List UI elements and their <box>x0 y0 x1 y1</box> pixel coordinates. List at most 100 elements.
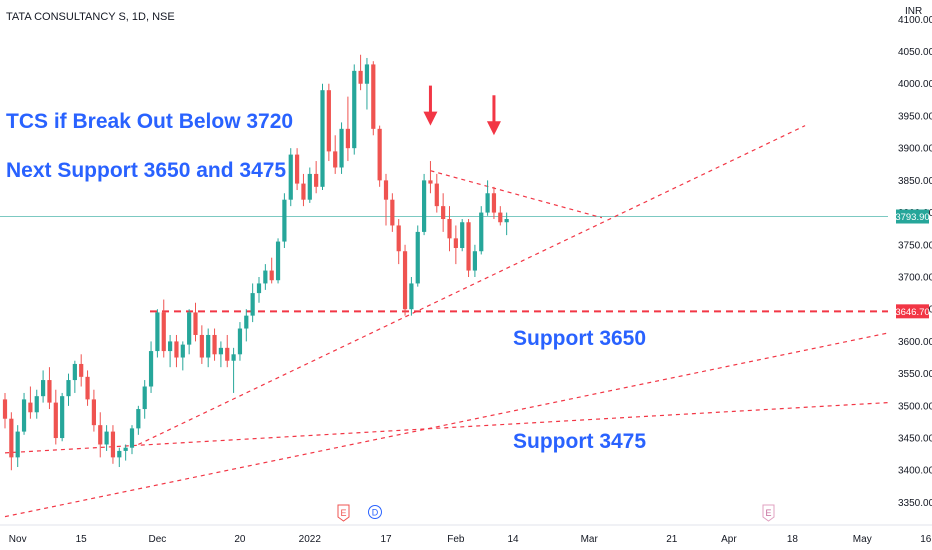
candle[interactable] <box>206 328 211 368</box>
candle[interactable] <box>390 193 395 232</box>
candle[interactable] <box>66 373 71 406</box>
candle[interactable] <box>123 444 128 461</box>
candle[interactable] <box>155 309 160 358</box>
candle-body <box>66 380 71 397</box>
candle-body <box>225 347 230 361</box>
candle[interactable] <box>314 161 319 194</box>
candle[interactable] <box>352 64 357 155</box>
candle[interactable] <box>161 299 166 358</box>
candle[interactable] <box>117 447 122 468</box>
candle[interactable] <box>47 367 52 410</box>
candle[interactable] <box>28 386 33 419</box>
candle[interactable] <box>110 425 116 464</box>
candle[interactable] <box>91 389 96 432</box>
candle[interactable] <box>358 54 363 91</box>
candle[interactable] <box>98 412 103 458</box>
date-axis[interactable]: Nov 15 Dec 20 2022 17 Feb 14 Mar 21 Apr 18 May 16 <box>0 524 932 545</box>
main-rising-trendline <box>138 125 806 446</box>
candle[interactable] <box>383 173 389 226</box>
candle[interactable] <box>345 96 350 162</box>
candle[interactable] <box>307 167 312 203</box>
candle-body <box>269 270 274 281</box>
candle[interactable] <box>104 425 109 451</box>
candle[interactable] <box>447 206 452 252</box>
candle[interactable] <box>396 219 401 265</box>
candle[interactable] <box>441 193 446 232</box>
candle[interactable] <box>218 341 223 368</box>
candle-body <box>383 180 389 200</box>
candle[interactable] <box>237 322 243 361</box>
candle[interactable] <box>136 405 141 435</box>
candle[interactable] <box>193 302 198 342</box>
candle[interactable] <box>256 276 262 303</box>
candle[interactable] <box>212 328 217 361</box>
candle[interactable] <box>21 392 27 435</box>
candle[interactable] <box>409 276 414 316</box>
candle[interactable] <box>187 309 192 355</box>
candle[interactable] <box>174 334 179 368</box>
candle[interactable] <box>269 257 274 284</box>
candle-body <box>339 128 344 168</box>
candle[interactable] <box>472 244 477 277</box>
candle[interactable] <box>53 389 58 445</box>
dividend-marker-icon[interactable]: D <box>368 505 382 519</box>
earnings-future-marker-icon[interactable]: E <box>762 504 775 522</box>
candle[interactable] <box>428 161 433 194</box>
candle[interactable] <box>339 122 344 174</box>
candle[interactable] <box>180 341 185 371</box>
candle[interactable] <box>34 389 39 419</box>
candle[interactable] <box>168 334 173 368</box>
candle[interactable] <box>282 193 287 249</box>
candle[interactable] <box>479 206 484 255</box>
candle[interactable] <box>60 392 65 442</box>
candle[interactable] <box>142 380 147 419</box>
candle[interactable] <box>422 173 427 236</box>
date-tick-label: 17 <box>380 534 392 545</box>
candle[interactable] <box>504 212 509 236</box>
price-tick-label: 3900.00 <box>898 144 932 155</box>
candle[interactable] <box>434 173 439 213</box>
candle[interactable] <box>148 341 154 393</box>
candle[interactable] <box>364 57 370 110</box>
candle[interactable] <box>402 244 408 316</box>
candle[interactable] <box>225 334 230 368</box>
candle[interactable] <box>453 225 458 265</box>
candle[interactable] <box>415 225 420 287</box>
candle[interactable] <box>129 425 135 455</box>
candle[interactable] <box>250 283 255 323</box>
candle[interactable] <box>460 219 465 252</box>
candle[interactable] <box>371 61 376 136</box>
candle[interactable] <box>333 135 338 174</box>
candle[interactable] <box>199 325 204 364</box>
candle[interactable] <box>9 412 14 471</box>
candle[interactable] <box>320 83 325 191</box>
candle[interactable] <box>377 125 382 187</box>
candle[interactable] <box>263 264 268 290</box>
down-arrow-icon <box>423 85 438 126</box>
candle[interactable] <box>301 173 306 207</box>
candle[interactable] <box>79 354 84 387</box>
candles[interactable] <box>2 54 509 471</box>
support-price-tag: 3646.70 <box>895 304 930 319</box>
candle[interactable] <box>498 206 503 226</box>
candle[interactable] <box>288 148 293 207</box>
candle[interactable] <box>2 392 8 429</box>
candle[interactable] <box>466 219 471 277</box>
candle-body <box>396 225 401 252</box>
candle[interactable] <box>231 347 236 393</box>
candle[interactable] <box>326 83 331 162</box>
candle[interactable] <box>72 360 77 393</box>
candle[interactable] <box>485 180 490 216</box>
candle[interactable] <box>295 148 300 191</box>
candle-body <box>231 354 236 361</box>
candle[interactable] <box>41 370 46 403</box>
candle[interactable] <box>85 370 90 406</box>
candle-body <box>504 219 509 223</box>
candle-body <box>148 351 154 387</box>
candle[interactable] <box>275 238 281 284</box>
earnings-marker-icon[interactable]: E <box>337 504 350 522</box>
candle[interactable] <box>491 186 497 220</box>
candle[interactable] <box>15 425 20 468</box>
candle[interactable] <box>244 309 249 342</box>
